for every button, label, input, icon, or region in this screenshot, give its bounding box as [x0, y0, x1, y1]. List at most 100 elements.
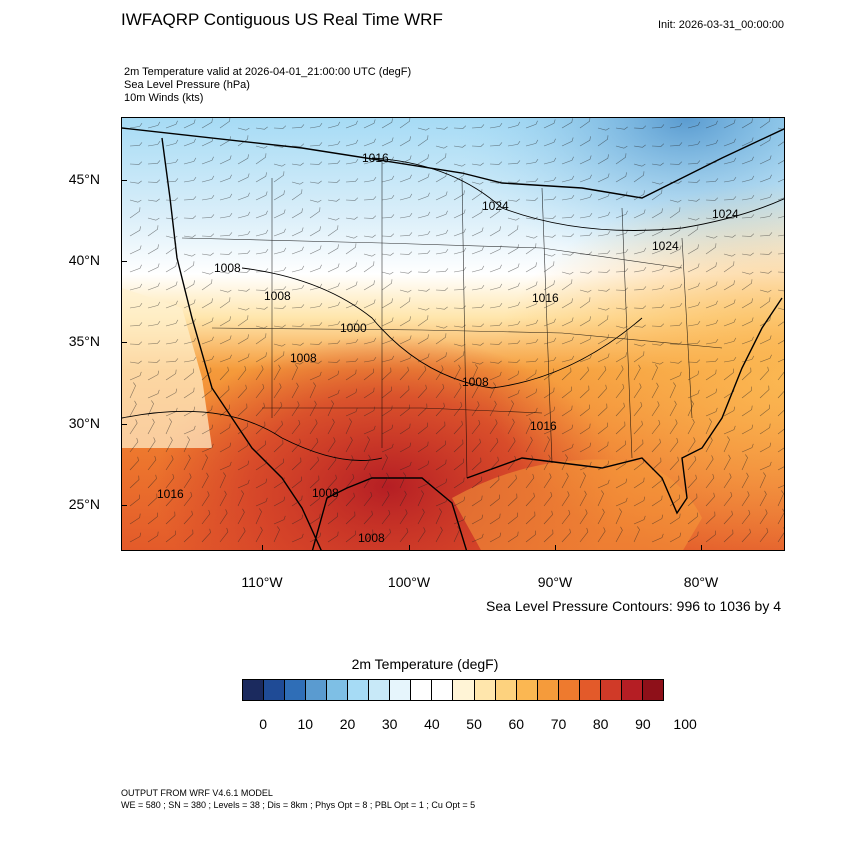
colorbar-swatch: [621, 680, 643, 700]
wind-barb: [399, 155, 412, 165]
wind-barb: [165, 300, 178, 309]
wind-barb: [669, 123, 683, 129]
wind-barb: [615, 191, 628, 201]
pressure-label: 1008: [214, 261, 241, 275]
wind-barb: [741, 405, 753, 417]
wind-barb: [399, 335, 412, 345]
wind-barb: [543, 234, 556, 238]
wind-barb: [561, 386, 572, 399]
pressure-label: 1024: [652, 239, 679, 253]
wind-barb: [435, 229, 449, 237]
wind-barb: [597, 288, 610, 292]
wind-barb: [129, 475, 140, 489]
wind-barb: [381, 443, 394, 453]
wind-barb: [561, 175, 575, 183]
wind-barb: [615, 526, 623, 543]
wind-barb: [687, 217, 700, 221]
wind-barb: [561, 137, 574, 147]
wind-barb: [579, 270, 592, 274]
wind-barb: [237, 135, 249, 147]
wind-barb: [255, 287, 269, 291]
wind-barb: [741, 336, 754, 345]
wind-barb: [183, 406, 196, 417]
wind-barb: [741, 528, 751, 543]
wind-barb: [435, 191, 448, 201]
wind-barb: [129, 245, 142, 255]
pressure-label: 1016: [530, 419, 557, 433]
wind-barb: [273, 343, 286, 347]
wind-barb: [741, 355, 755, 363]
wind-barb: [759, 423, 771, 435]
wind-barb: [165, 388, 178, 399]
field-winds: 10m Winds (kts): [124, 92, 204, 104]
wind-barb: [777, 197, 784, 201]
wind-barb: [633, 458, 644, 471]
wind-barb: [669, 456, 679, 471]
wind-barb: [579, 297, 591, 309]
wind-barb: [363, 491, 373, 507]
wind-barb: [525, 281, 538, 291]
wind-barb: [759, 366, 769, 381]
wind-barb: [705, 319, 719, 327]
wind-barb: [705, 407, 718, 417]
wind-barb: [309, 419, 318, 435]
wind-barb: [147, 179, 161, 183]
wind-barb: [579, 385, 590, 399]
wind-barb: [615, 333, 627, 345]
wind-barb: [705, 178, 719, 183]
wind-barb: [345, 358, 359, 363]
wind-barb: [705, 281, 718, 291]
wind-barb: [201, 454, 208, 471]
wind-barb: [345, 235, 358, 239]
wind-barb: [273, 458, 284, 471]
wind-barb: [579, 423, 591, 435]
wind-barb: [489, 400, 497, 417]
wind-barb: [219, 527, 229, 543]
wind-barb: [705, 120, 718, 129]
wind-barb: [633, 125, 647, 129]
wind-barb: [435, 268, 449, 273]
wind-barb: [219, 461, 232, 471]
wind-barb: [309, 180, 322, 184]
wind-barb: [759, 118, 771, 129]
wind-barb: [651, 181, 664, 185]
wind-barb: [669, 303, 683, 309]
lat-label: 25°N: [68, 496, 100, 512]
wind-barb: [417, 135, 429, 147]
map-svg: 1016 1024 1024 1024 1008 1008 1000 1008 …: [122, 118, 784, 550]
wind-barb: [507, 244, 519, 255]
state-borders: [181, 158, 723, 479]
wind-barb: [417, 508, 425, 525]
wind-barb: [561, 118, 573, 129]
wind-barb: [597, 527, 606, 543]
wind-barb: [597, 334, 609, 345]
wind-barb: [273, 401, 283, 417]
wind-barb: [291, 124, 305, 129]
wind-barb: [579, 354, 592, 363]
colorbar-label: 60: [508, 716, 525, 732]
wind-barb: [219, 404, 230, 417]
wind-barb: [651, 323, 665, 327]
wind-barb: [777, 466, 784, 471]
wind-barb: [615, 325, 628, 329]
wind-barb: [147, 141, 161, 147]
wind-barb: [363, 234, 376, 238]
wind-barb: [453, 163, 466, 167]
pressure-label: 1024: [712, 207, 739, 221]
wind-barb: [165, 120, 178, 129]
wind-barb: [237, 365, 247, 381]
wind-barb: [597, 441, 609, 453]
wind-barb: [759, 509, 768, 525]
wind-barb: [381, 405, 393, 417]
wind-barb: [669, 226, 681, 237]
wind-barb: [723, 234, 736, 238]
wind-barb: [129, 161, 143, 165]
wind-barb: [525, 388, 538, 399]
wind-barb: [435, 526, 443, 543]
wind-barb: [705, 159, 719, 165]
wind-barb: [777, 527, 784, 543]
wind-barb: [687, 474, 697, 489]
wind-barb: [615, 126, 628, 130]
wind-barb: [237, 527, 246, 543]
wind-barb: [165, 455, 174, 471]
